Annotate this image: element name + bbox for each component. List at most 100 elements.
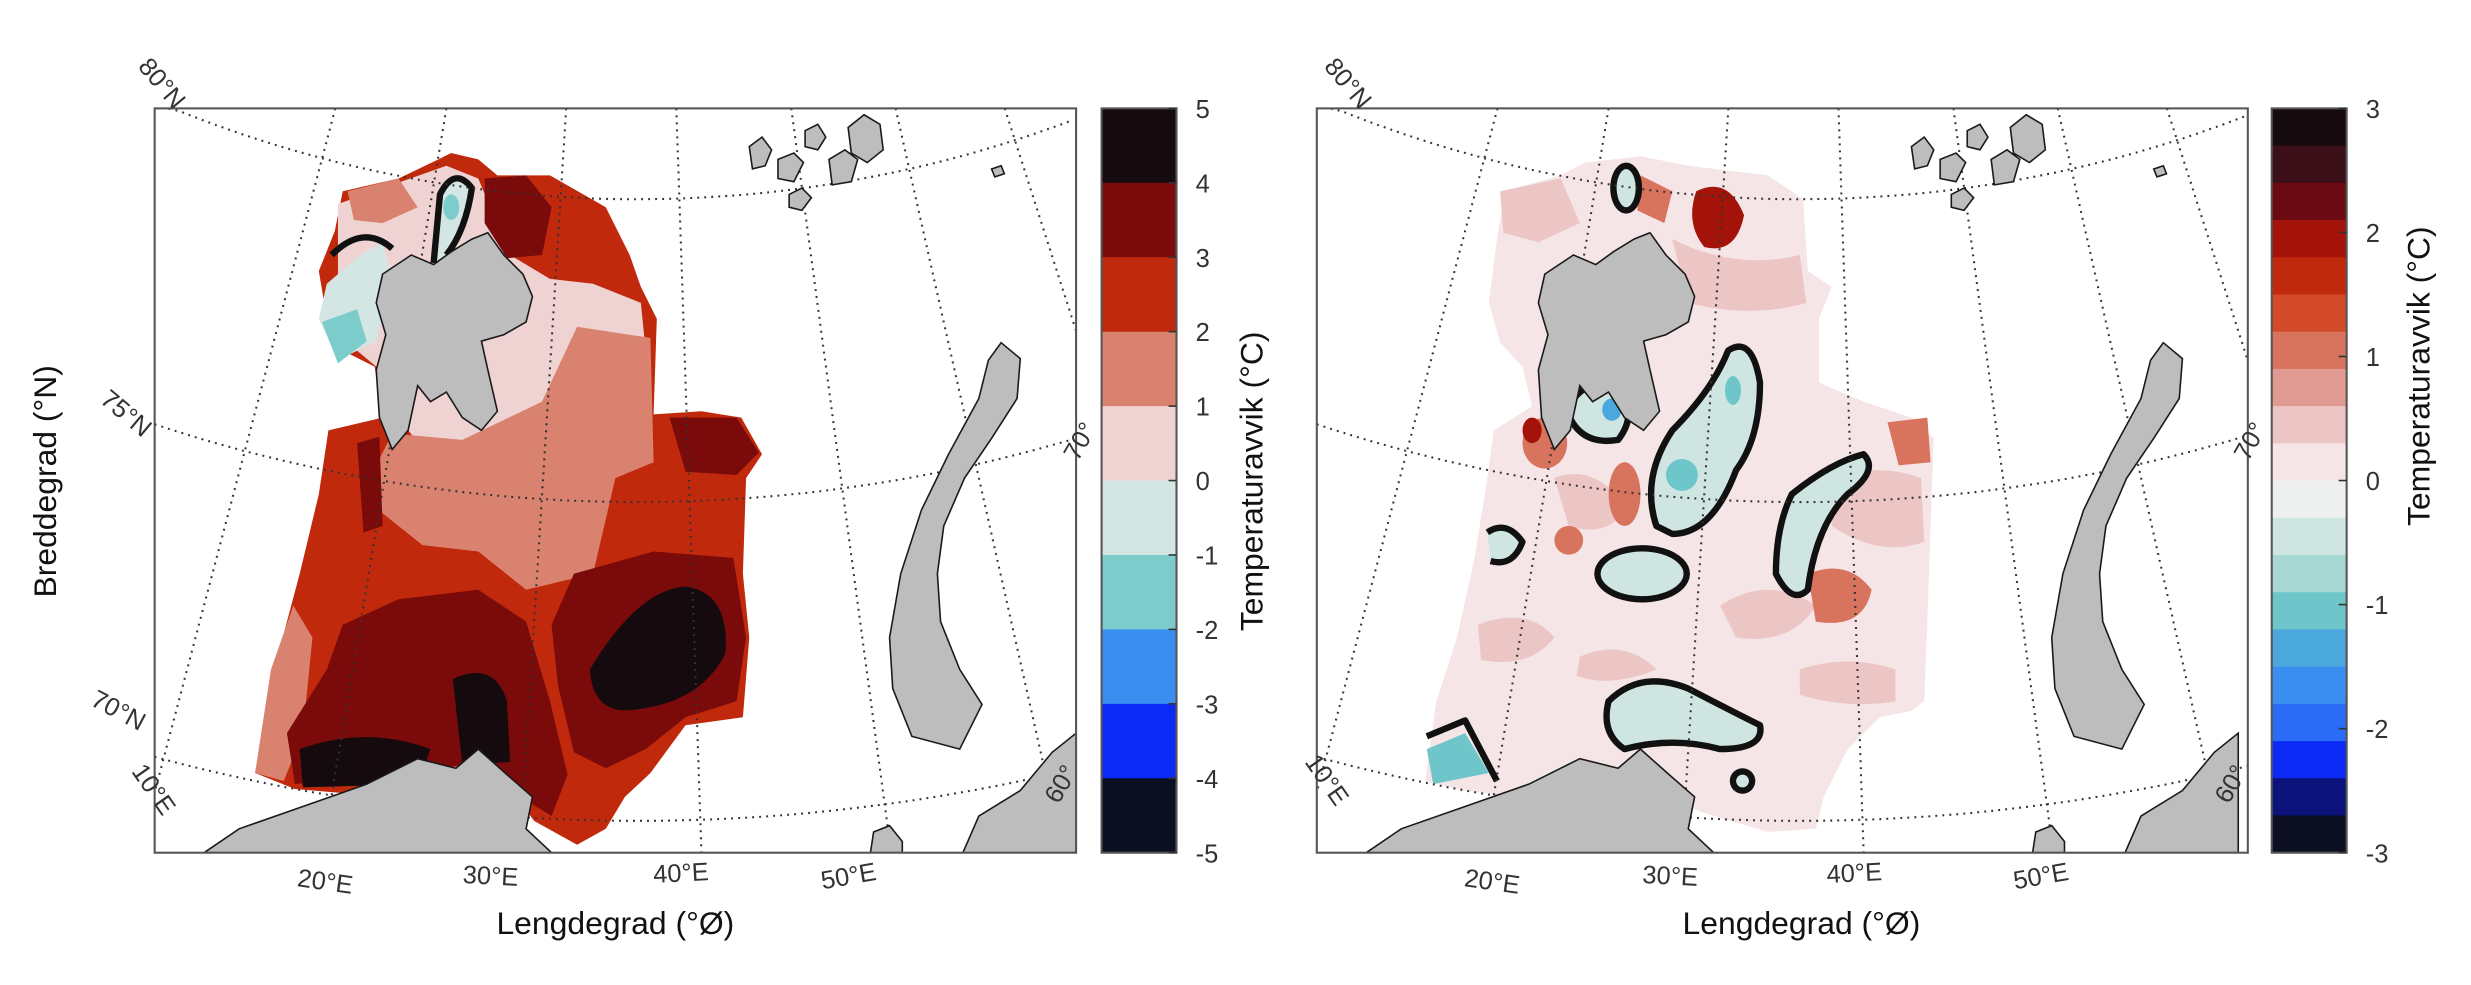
colorbar-tick-label: -1 [2366, 592, 2389, 620]
colorbar-swatch [2271, 443, 2347, 482]
meridian-line [2056, 108, 2227, 853]
meridian-line [1316, 108, 1499, 793]
colorbar-swatch [2271, 331, 2347, 370]
colorbar-tick-label: 1 [2366, 344, 2380, 372]
colorbar-swatch [2271, 294, 2347, 333]
colorbar-swatch [1101, 331, 1177, 407]
colorbar-swatch [1101, 629, 1177, 705]
lon-tick-50e: 50°E [819, 858, 879, 895]
colorbar-tick-label: 5 [1196, 96, 1210, 124]
colorbar-tick-label: 0 [1196, 468, 1210, 496]
lon-label-10e: 10°E [1299, 749, 1354, 811]
lon-label-10e: 10°E [126, 759, 181, 821]
colorbar-tick-label: 2 [2366, 220, 2380, 248]
colorbar-swatch [2271, 629, 2347, 668]
right-map-panel: 80°N 10°E 70° 60° 20°E 30°E 40°E 50°E Le… [1299, 53, 2436, 941]
lon-tick-40e: 40°E [652, 858, 709, 889]
lat-label-75n: 75°N [95, 385, 157, 443]
latitude-line [1316, 108, 2248, 201]
colorbar-tick-label: 3 [1196, 245, 1210, 273]
colorbar-frame [1100, 107, 1178, 854]
lon-tick-30e: 30°E [462, 861, 519, 892]
colorbar-swatch [2271, 480, 2347, 519]
colorbar-swatch [2271, 257, 2347, 296]
colorbar-swatch [1101, 182, 1177, 259]
right-map-frame [1315, 107, 2249, 854]
colorbar-swatch [1101, 554, 1177, 631]
right-colorbar-label: Temperaturavvik (°C) [2401, 226, 2437, 526]
colorbar-tick-label: -1 [1196, 543, 1219, 571]
meridian-line [1003, 108, 1077, 332]
latitude-line [1316, 423, 2248, 504]
right-graticule [1316, 108, 2248, 853]
y-axis-label: Breddegrad (°N) [27, 365, 63, 597]
colorbar-tick-label: -2 [1196, 617, 1219, 645]
colorbar-swatch [2271, 406, 2347, 445]
anomaly-region-negative-mid [1426, 376, 1741, 785]
anomaly-region-0.9-1.2 [1522, 175, 1931, 623]
colorbar-swatch [2271, 220, 2347, 259]
colorbar-swatch [2271, 145, 2347, 184]
colorbar-swatch [2271, 108, 2347, 147]
x-axis-label: Lengdegrad (°Ø) [496, 905, 734, 941]
colorbar-tick-label: 2 [1196, 319, 1210, 347]
colorbar-swatch [2271, 666, 2347, 705]
colorbar-swatch [1101, 703, 1177, 780]
meridian-line [1952, 108, 2055, 853]
lat-label-70n: 70°N [86, 685, 149, 736]
colorbar-swatch [1101, 108, 1177, 184]
left-map-field [154, 108, 1077, 853]
anomaly-region-1.5-2.1 [1522, 186, 1745, 444]
left-graticule [154, 108, 1077, 853]
left-colorbar-label: Temperaturavvik (°C) [1234, 332, 1270, 632]
colorbar-tick-label: 3 [2366, 96, 2380, 124]
lat-label-80n: 80°N [1319, 53, 1377, 115]
lon-label-70: 70° [1059, 418, 1103, 465]
lon-tick-20e: 20°E [1463, 864, 1522, 899]
meridian-line [1680, 108, 1730, 853]
meridian-line [1837, 108, 1865, 853]
anomaly-region-4-5 [299, 586, 726, 788]
left-colorbar: 5 4 3 2 1 0 -1 -2 -3 -4 -5 [1100, 96, 1219, 868]
colorbar-tick-label: 0 [2366, 468, 2380, 496]
colorbar-swatch [2271, 703, 2347, 742]
lon-tick-30e: 30°E [1642, 861, 1699, 892]
x-axis-label: Lengdegrad (°Ø) [1683, 905, 1921, 941]
colorbar-swatch [1101, 480, 1177, 556]
colorbar-tick-label: -5 [1196, 840, 1219, 868]
lon-tick-20e: 20°E [296, 864, 355, 899]
left-map-frame [153, 107, 1078, 854]
lat-label-80n: 80°N [133, 53, 191, 115]
colorbar-tick-label: -3 [2366, 840, 2389, 868]
lon-label-70: 70° [2229, 418, 2273, 465]
colorbar-swatch [1101, 406, 1177, 482]
meridian-line [894, 108, 1065, 853]
lon-tick-50e: 50°E [2011, 858, 2071, 895]
meridian-line [518, 108, 568, 853]
colorbar-swatch [2271, 741, 2347, 780]
latitude-line [154, 755, 1074, 822]
colorbar-swatch [1101, 257, 1177, 333]
latitude-line [1316, 755, 2248, 822]
colorbar-swatch [2271, 592, 2347, 631]
meridian-line [2165, 108, 2248, 361]
colorbar-swatch [2271, 815, 2347, 853]
colorbar-tick-label: -3 [1196, 691, 1219, 719]
lon-tick-40e: 40°E [1826, 858, 1883, 889]
colorbar-tick-label: 1 [1196, 394, 1210, 422]
colorbar-swatch [1101, 778, 1177, 853]
colorbar-tick-label: 4 [1196, 170, 1210, 198]
right-map-field [1316, 108, 2248, 853]
colorbar-swatch [2271, 517, 2347, 556]
anomaly-region-minus2-minus1 [322, 194, 460, 364]
meridian-line [790, 108, 893, 853]
meridian-line [675, 108, 703, 853]
left-map-panel: 80°N 75°N 70°N 10°E 70° 60° 20°E 30°E 40… [27, 53, 1270, 941]
colorbar-swatch [2271, 368, 2347, 407]
meridian-line [154, 108, 337, 793]
colorbar-tick-label: -4 [1196, 766, 1219, 794]
anomaly-region-0.3-0.6 [1477, 178, 1925, 705]
colorbar-swatch [2271, 182, 2347, 221]
colorbar-swatch [2271, 778, 2347, 817]
